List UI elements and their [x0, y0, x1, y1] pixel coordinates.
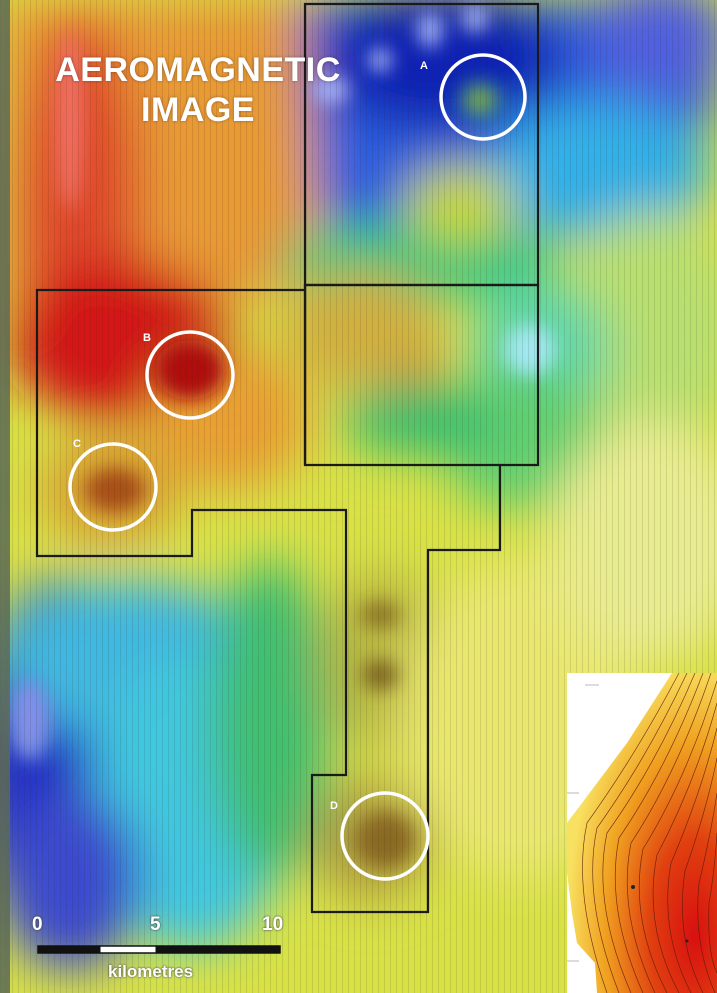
map-title-text: AEROMAGNETIC IMAGE: [55, 51, 341, 129]
target-label-d: D: [330, 800, 338, 812]
target-circle-icon: [340, 791, 430, 881]
scale-tick-5: 5: [150, 914, 161, 935]
target-label-b: B: [143, 332, 151, 344]
target-label-c: C: [73, 438, 81, 450]
scale-bar-icon: [37, 945, 281, 954]
target-circles: [68, 53, 527, 881]
contour-inset-map: [567, 673, 717, 993]
scale-tick-0: 0: [32, 914, 43, 935]
scale-tick-10: 10: [262, 914, 284, 935]
scale-unit-label: kilometres: [108, 962, 194, 981]
survey-boundary: [35, 2, 540, 914]
target-circle-icon: [68, 442, 158, 532]
target-circle-icon: [145, 330, 235, 420]
target-label-a: A: [420, 60, 428, 72]
map-title: AEROMAGNETIC IMAGE: [28, 50, 368, 130]
target-circle-icon: [439, 53, 527, 141]
contour-inset-graphic: [567, 673, 717, 993]
